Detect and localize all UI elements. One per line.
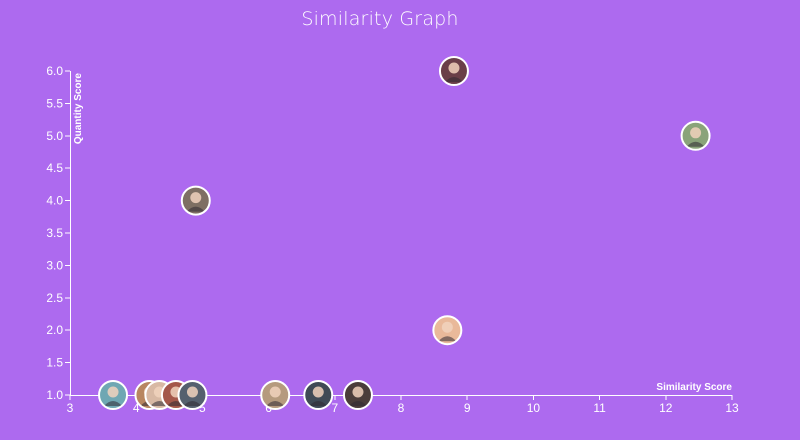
x-tick-label: 11	[593, 401, 606, 415]
x-tick-label: 9	[464, 401, 471, 415]
y-tick-label: 2.0	[46, 323, 63, 337]
chart-title: Similarity Graph	[301, 8, 459, 30]
data-points	[98, 56, 711, 410]
avatar-face	[186, 386, 198, 398]
y-tick-label: 5.0	[46, 129, 63, 143]
avatar-border	[177, 380, 208, 410]
x-tick-label: 8	[398, 401, 405, 415]
data-point-avatar[interactable]	[303, 380, 334, 410]
y-tick-label: 3.5	[46, 226, 63, 240]
avatar-shoulders	[686, 141, 705, 147]
x-axis-title: Similarity Score	[656, 382, 732, 393]
avatar-shoulders	[309, 401, 328, 406]
avatar-border	[342, 380, 373, 410]
x-tick-label: 10	[527, 401, 541, 415]
axes: 3 4 5 6 7 8 9 10 11 12 13 1.01.52.02.53.03.54.04.5…	[46, 64, 739, 415]
avatar-border	[260, 380, 291, 410]
avatar-border	[180, 185, 211, 216]
y-tick-label: 1.5	[46, 356, 63, 370]
y-tick-label: 1.0	[46, 388, 63, 402]
avatar-face	[441, 321, 453, 333]
avatar-shoulders	[104, 401, 123, 406]
y-axis-title: Quantity Score	[73, 73, 84, 145]
y-tick-label: 6.0	[46, 64, 63, 78]
x-tick-label: 7	[331, 401, 338, 415]
avatar-shoulders	[348, 401, 367, 406]
data-point-avatar[interactable]	[180, 185, 211, 216]
y-tick-label: 4.0	[46, 194, 63, 208]
avatar-face	[107, 386, 119, 398]
y-ticks: 1.0 1.5 2.0 2.5 3.0 3.5 4.0 4.5 5.0 5.5 6.0	[46, 64, 70, 402]
avatar-face	[448, 62, 460, 74]
data-point-avatar[interactable]	[432, 315, 463, 346]
x-tick-label: 5	[199, 401, 206, 415]
avatar-border	[303, 380, 334, 410]
avatar-face	[269, 386, 281, 398]
x-tick-label: 12	[659, 401, 673, 415]
x-tick-label: 3	[67, 401, 74, 415]
x-tick-label: 4	[133, 401, 140, 415]
data-point-avatar[interactable]	[98, 380, 129, 410]
avatar-border	[98, 380, 129, 410]
avatar-shoulders	[183, 401, 202, 406]
y-tick-label: 3.0	[46, 258, 63, 272]
avatar-border	[680, 120, 711, 151]
data-point-avatar[interactable]	[342, 380, 373, 410]
avatar-shoulders	[266, 401, 285, 406]
data-point-avatar[interactable]	[438, 56, 469, 86]
avatar-border	[432, 315, 463, 346]
y-tick-label: 5.5	[46, 96, 63, 110]
x-tick-label: 13	[725, 401, 739, 415]
data-point-avatar[interactable]	[260, 380, 291, 410]
avatar-border	[438, 56, 469, 86]
avatar-shoulders	[186, 206, 205, 212]
data-point-avatar[interactable]	[680, 120, 711, 151]
avatar-face	[690, 127, 702, 139]
avatar-face	[312, 386, 324, 398]
avatar-shoulders	[444, 77, 463, 82]
avatar-face	[352, 386, 364, 398]
avatar-face	[190, 192, 202, 204]
data-point-avatar[interactable]	[177, 380, 208, 410]
y-tick-label: 2.5	[46, 291, 63, 305]
y-tick-label: 4.5	[46, 161, 63, 175]
avatar-shoulders	[438, 336, 457, 342]
